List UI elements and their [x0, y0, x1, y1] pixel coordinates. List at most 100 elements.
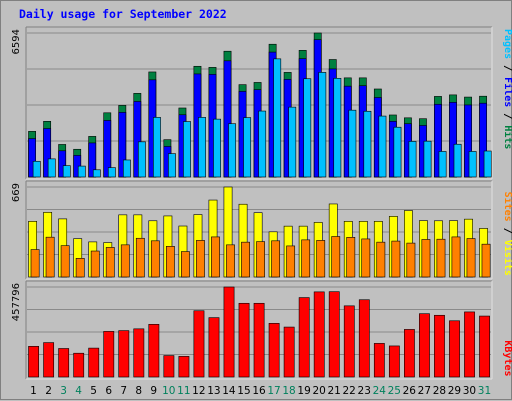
bar-sites-day-26 — [406, 242, 416, 278]
bar-files-day-31 — [479, 102, 487, 178]
bar-files-day-7 — [118, 112, 127, 178]
bar-sites-day-1 — [30, 249, 40, 278]
bar-pages-day-2 — [47, 158, 56, 178]
bar-kbytes-day-14 — [223, 286, 235, 378]
bar-pages-day-22 — [348, 109, 357, 178]
bar-kbytes-day-19 — [298, 297, 310, 378]
bar-pages-day-29 — [453, 143, 462, 178]
x-tick-label: 26 — [403, 385, 417, 397]
bar-sites-day-29 — [451, 236, 461, 278]
x-tick-label: 5 — [90, 385, 97, 397]
legend-item: Visits — [502, 240, 512, 276]
bar-pages-day-21 — [333, 77, 342, 178]
x-tick-label: 2 — [45, 385, 52, 397]
bar-sites-day-15 — [241, 241, 250, 278]
bar-sites-day-5 — [90, 250, 100, 278]
bar-sites-day-10 — [165, 246, 175, 278]
bar-pages-day-20 — [318, 72, 327, 178]
bar-pages-day-11 — [183, 121, 191, 178]
bar-files-day-8 — [133, 101, 142, 178]
bar-kbytes-day-28 — [434, 314, 445, 378]
bar-kbytes-day-20 — [313, 291, 325, 378]
bar-pages-day-15 — [243, 117, 252, 178]
bar-pages-day-23 — [363, 110, 372, 178]
bar-kbytes-day-5 — [88, 347, 100, 378]
bar-files-day-29 — [449, 102, 457, 178]
bar-kbytes-day-31 — [479, 315, 490, 378]
bar-sites-day-11 — [181, 251, 190, 278]
bar-pages-day-8 — [138, 141, 146, 178]
legend-item: Pages — [502, 29, 512, 59]
bar-kbytes-day-30 — [464, 311, 475, 378]
bar-pages-day-14 — [228, 123, 237, 178]
bar-sites-day-2 — [45, 236, 55, 278]
bar-pages-day-10 — [168, 153, 176, 178]
legend-visitors: Sites / Visits — [502, 192, 512, 276]
x-tick-label: 8 — [135, 385, 142, 397]
bar-files-day-5 — [88, 142, 97, 178]
bar-pages-day-30 — [468, 151, 477, 178]
panel-traffic-ymax: 6594 — [11, 29, 22, 54]
bar-kbytes-day-23 — [358, 299, 370, 378]
bar-sites-day-17 — [271, 240, 281, 278]
bar-files-day-1 — [28, 138, 36, 178]
bar-kbytes-day-13 — [208, 317, 220, 378]
legend-traffic: Pages / Files / Hits — [502, 29, 512, 149]
x-tick-label: 18 — [282, 385, 295, 397]
panel-visitors-ymax: 669 — [11, 183, 22, 202]
x-tick-label: 22 — [343, 385, 356, 397]
x-tick-label: 10 — [162, 385, 175, 397]
bar-pages-day-5 — [92, 169, 101, 178]
bar-sites-day-7 — [120, 244, 130, 278]
bar-sites-day-27 — [421, 239, 431, 278]
bar-pages-day-7 — [122, 159, 131, 178]
x-tick-label: 12 — [192, 385, 205, 397]
bar-sites-day-30 — [466, 238, 476, 278]
bar-pages-day-24 — [378, 115, 387, 178]
legend-item: Sites — [502, 192, 512, 222]
bar-sites-day-18 — [286, 245, 296, 278]
bar-sites-day-31 — [481, 243, 491, 278]
bar-kbytes-day-24 — [373, 343, 385, 378]
legend-volume: KBytes — [502, 340, 512, 376]
x-tick-label: 14 — [222, 385, 236, 397]
bar-kbytes-day-4 — [73, 352, 85, 378]
legend-item: Hits — [502, 125, 512, 149]
x-tick-label: 25 — [388, 385, 401, 397]
bar-sites-day-4 — [75, 258, 85, 278]
x-tick-label: 30 — [463, 385, 476, 397]
bar-kbytes-day-17 — [268, 323, 280, 378]
bar-files-day-6 — [103, 120, 112, 178]
bar-sites-day-20 — [316, 240, 326, 278]
x-tick-label: 27 — [418, 385, 431, 397]
bar-sites-day-21 — [331, 236, 341, 278]
bar-kbytes-day-26 — [404, 329, 415, 378]
x-tick-label: 31 — [478, 385, 491, 397]
chart-title: Daily usage for September 2022 — [19, 7, 227, 21]
bar-sites-day-12 — [196, 240, 205, 278]
bar-pages-day-12 — [198, 117, 206, 178]
x-tick-label: 28 — [433, 385, 446, 397]
bar-files-day-28 — [434, 103, 442, 178]
bar-files-day-30 — [464, 104, 472, 178]
bar-sites-day-14 — [226, 244, 235, 278]
bar-sites-day-8 — [135, 237, 145, 278]
bar-pages-day-17 — [273, 58, 282, 178]
bar-pages-day-6 — [107, 167, 116, 178]
bar-kbytes-day-15 — [238, 302, 250, 378]
bar-pages-day-28 — [438, 151, 447, 178]
legend-item: KBytes — [502, 340, 512, 376]
x-tick-label: 3 — [60, 385, 67, 397]
bar-sites-day-9 — [150, 240, 160, 278]
legend-item: / — [502, 59, 512, 77]
bar-kbytes-day-27 — [419, 313, 430, 378]
x-tick-label: 7 — [120, 385, 127, 397]
bar-sites-day-28 — [436, 238, 446, 278]
bar-pages-day-13 — [213, 118, 221, 178]
bar-pages-day-18 — [288, 106, 297, 178]
bar-kbytes-day-9 — [148, 324, 160, 378]
x-tick-label: 11 — [177, 385, 190, 397]
bar-sites-day-23 — [361, 238, 371, 278]
bar-sites-day-24 — [376, 241, 386, 278]
x-tick-label: 1 — [30, 385, 37, 397]
